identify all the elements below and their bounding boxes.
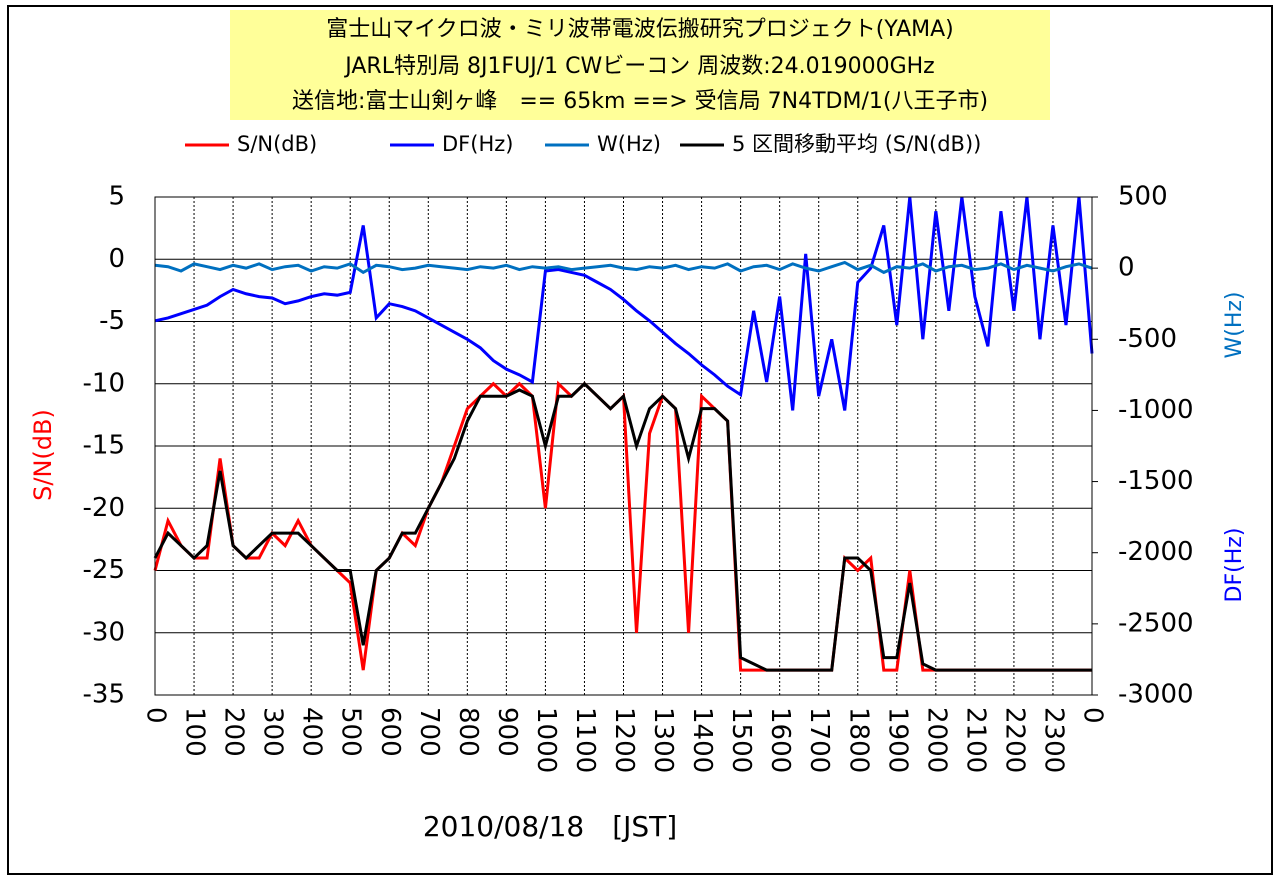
y-axis-label: S/N(dB) xyxy=(29,409,57,501)
y-tick-label: 0 xyxy=(108,244,125,274)
x-tick-label: 2300 xyxy=(1038,707,1068,773)
x-tick-label: 0 xyxy=(141,707,171,724)
series-line xyxy=(154,196,1094,411)
x-tick-label: 1700 xyxy=(804,707,834,773)
series-line xyxy=(153,381,1092,672)
plot-border xyxy=(154,196,1093,696)
y2-tick-label: -1000 xyxy=(1118,395,1194,425)
y-tick-label: -15 xyxy=(83,431,125,461)
y-tick-label: -30 xyxy=(83,617,125,647)
title-line: 富士山マイクロ波・ミリ波帯電波伝搬研究プロジェクト(YAMA) xyxy=(326,17,954,42)
title-line: 送信地:富士山剣ヶ峰 == 65km ==> 受信局 7N4TDM/1(八王子市… xyxy=(292,89,988,114)
x-tick-label: 400 xyxy=(297,707,327,757)
y2-tick-label: -2500 xyxy=(1118,608,1194,638)
x-tick-label: 1000 xyxy=(531,707,561,773)
y2-tick-label: 0 xyxy=(1118,253,1135,283)
series-line xyxy=(154,260,1093,275)
x-tick-label: 1100 xyxy=(570,707,600,773)
x-tick-label: 1600 xyxy=(765,707,795,773)
x-tick-label: 800 xyxy=(453,707,483,757)
x-tick-label: 100 xyxy=(180,707,210,757)
x-axis-label: 2010/08/18 [JST] xyxy=(423,810,677,843)
legend-label: 5 区間移動平均 (S/N(dB)) xyxy=(732,132,981,156)
legend-label: W(Hz) xyxy=(597,132,661,156)
y2-tick-label: -3000 xyxy=(1118,680,1194,710)
y-tick-label: -20 xyxy=(83,493,125,523)
x-tick-label: 1500 xyxy=(726,707,756,773)
y2-tick-label: -2000 xyxy=(1118,537,1194,567)
y-tick-label: -25 xyxy=(83,555,125,585)
y2-axis-label: W(Hz) xyxy=(1222,291,1247,358)
title-line: JARL特別局 8J1FUJ/1 CWビーコン 周波数:24.019000GHz xyxy=(343,54,934,79)
x-tick-label: 500 xyxy=(336,707,366,757)
x-tick-label: 1900 xyxy=(882,707,912,773)
x-tick-label: 0 xyxy=(1078,707,1108,724)
x-tick-label: 1800 xyxy=(843,707,873,773)
title-box xyxy=(230,10,1050,120)
x-tick-label: 700 xyxy=(414,707,444,757)
y2-tick-label: -1500 xyxy=(1118,466,1194,496)
x-tick-label: 1200 xyxy=(609,707,639,773)
x-tick-label: 200 xyxy=(219,707,249,757)
legend-label: DF(Hz) xyxy=(442,132,513,156)
y2-tick-label: 500 xyxy=(1118,182,1168,212)
x-tick-label: 2100 xyxy=(960,707,990,773)
y-tick-label: -5 xyxy=(99,306,125,336)
x-tick-label: 2000 xyxy=(921,707,951,773)
x-tick-label: 900 xyxy=(492,707,522,757)
y-tick-label: 5 xyxy=(108,182,125,212)
x-tick-label: 1300 xyxy=(648,707,678,773)
y-tick-label: -10 xyxy=(83,368,125,398)
x-tick-label: 300 xyxy=(258,707,288,757)
y2-axis-label: DF(Hz) xyxy=(1222,528,1247,603)
x-tick-label: 600 xyxy=(375,707,405,757)
x-tick-label: 1400 xyxy=(687,707,717,773)
y-tick-label: -35 xyxy=(83,680,125,710)
x-tick-label: 2200 xyxy=(999,707,1029,773)
y2-tick-label: -500 xyxy=(1118,324,1177,354)
legend-label: S/N(dB) xyxy=(237,132,317,156)
